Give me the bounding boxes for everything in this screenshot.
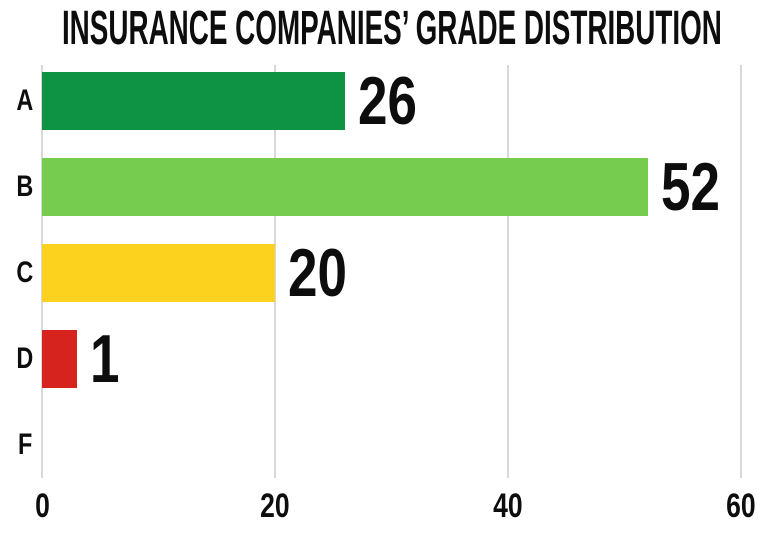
bar-B xyxy=(42,158,648,216)
chart-title-container: INSURANCE COMPANIES’ GRADE DISTRIBUTION xyxy=(0,0,784,56)
x-tick-label-0: 0 xyxy=(0,486,92,526)
value-text-B: 52 xyxy=(660,149,720,225)
value-label-A: 26 xyxy=(358,66,498,136)
grade-label-F: F xyxy=(6,425,44,465)
grade-text-D: D xyxy=(16,342,34,375)
x-tick-text-40: 40 xyxy=(493,487,523,525)
value-text-C: 20 xyxy=(288,235,347,311)
value-text-D: 1 xyxy=(89,321,120,397)
grade-text-C: C xyxy=(16,256,34,289)
x-tick-text-20: 20 xyxy=(260,487,290,525)
value-label-B: 52 xyxy=(661,152,784,222)
grade-label-C: C xyxy=(6,253,44,293)
grade-label-B: B xyxy=(6,167,44,207)
value-label-C: 20 xyxy=(288,238,428,308)
gridline-60 xyxy=(740,65,742,478)
grade-text-F: F xyxy=(17,428,33,461)
gridline-20 xyxy=(274,65,276,478)
x-tick-text-60: 60 xyxy=(726,487,756,525)
bar-C xyxy=(42,244,275,302)
x-tick-label-60: 60 xyxy=(691,486,784,526)
grade-label-D: D xyxy=(6,339,44,379)
x-tick-label-20: 20 xyxy=(225,486,325,526)
bar-A xyxy=(42,72,345,130)
value-label-D: 1 xyxy=(90,324,230,394)
grade-text-B: B xyxy=(16,170,34,203)
value-text-A: 26 xyxy=(357,63,417,139)
chart-title: INSURANCE COMPANIES’ GRADE DISTRIBUTION xyxy=(62,1,722,55)
x-tick-label-40: 40 xyxy=(458,486,558,526)
gridline-40 xyxy=(507,65,509,478)
x-tick-text-0: 0 xyxy=(34,487,50,525)
grade-label-A: A xyxy=(6,81,44,121)
grade-text-A: A xyxy=(16,84,34,117)
bar-D xyxy=(42,330,77,388)
